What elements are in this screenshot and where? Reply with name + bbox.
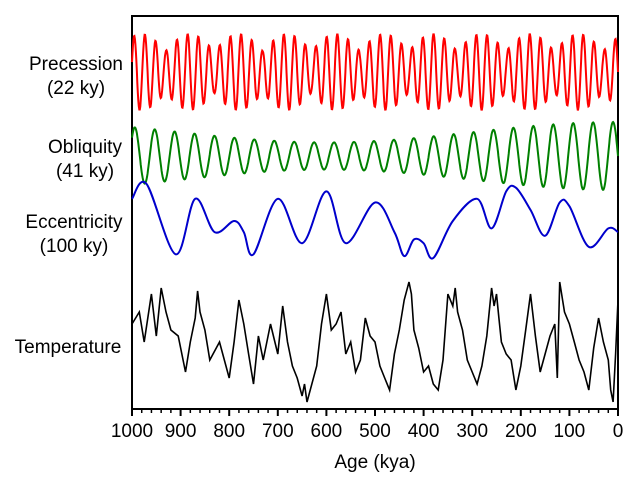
series-curves	[131, 33, 619, 403]
x-tick-label-200: 200	[505, 421, 537, 442]
x-axis: 1000 900 800 700 600 500 400 300 200 100 0	[111, 409, 623, 442]
x-tick-label-800: 800	[213, 421, 245, 442]
x-tick-label-500: 500	[359, 421, 391, 442]
x-tick-label-0: 0	[613, 421, 624, 442]
precession-label-line1: Precession	[29, 54, 123, 75]
temperature-label: Temperature	[15, 337, 122, 358]
eccentricity-curve	[131, 180, 619, 260]
obliquity-label-line1: Obliquity	[48, 137, 122, 158]
x-axis-label: Age (kya)	[334, 452, 415, 473]
x-tick-label-600: 600	[311, 421, 343, 442]
obliquity-label-line2: (41 ky)	[56, 161, 114, 182]
x-tick-label-700: 700	[262, 421, 294, 442]
series-labels: Precession (22 ky) Obliquity (41 ky) Ecc…	[15, 54, 123, 358]
x-tick-label-100: 100	[554, 421, 586, 442]
precession-label-line2: (22 ky)	[47, 78, 105, 99]
x-tick-label-300: 300	[456, 421, 488, 442]
x-tick-label-400: 400	[408, 421, 440, 442]
eccentricity-label-line2: (100 ky)	[40, 236, 109, 257]
x-tick-label-900: 900	[165, 421, 197, 442]
eccentricity-label-line1: Eccentricity	[25, 212, 123, 233]
obliquity-curve	[131, 120, 619, 191]
precession-curve	[131, 33, 619, 111]
temperature-curve	[131, 281, 619, 403]
x-tick-label-1000: 1000	[111, 421, 153, 442]
